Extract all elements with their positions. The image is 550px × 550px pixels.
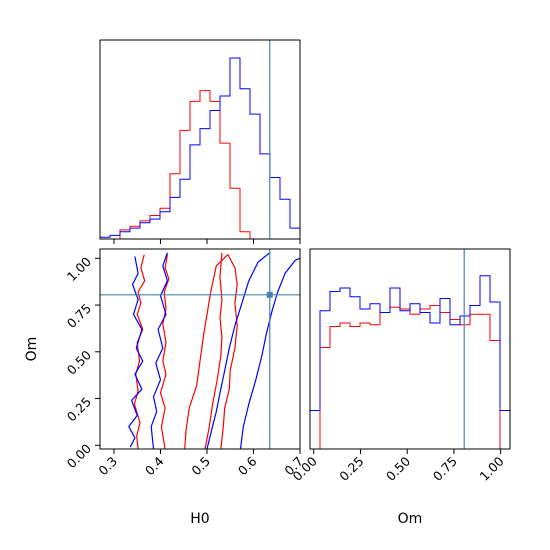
y-axis-title-om: Om bbox=[24, 337, 40, 362]
om-histogram-series-2 bbox=[309, 275, 511, 449]
contour-series-2-line-1 bbox=[128, 256, 144, 448]
contour-series-2-line-2 bbox=[150, 252, 168, 449]
panel-frame bbox=[99, 248, 301, 450]
contour-series-2-line-4 bbox=[239, 257, 300, 449]
contour-series-2-line-3 bbox=[206, 252, 271, 449]
x-axis-title-om: Om bbox=[398, 511, 423, 527]
h0-histogram-series-1 bbox=[100, 90, 300, 240]
truth-point-marker bbox=[266, 291, 273, 298]
contour-series-1-line-2 bbox=[159, 254, 170, 449]
panel-frame bbox=[309, 248, 511, 450]
h0-marginal-panel bbox=[99, 39, 301, 244]
x-axis-title-h0: H0 bbox=[190, 511, 209, 527]
contour-series-1-line-3 bbox=[184, 254, 238, 449]
contour-series-1-line-1 bbox=[133, 254, 146, 449]
contour-series-1-line-4 bbox=[204, 252, 223, 449]
contour-group bbox=[128, 252, 300, 449]
panel-frame bbox=[99, 39, 301, 240]
